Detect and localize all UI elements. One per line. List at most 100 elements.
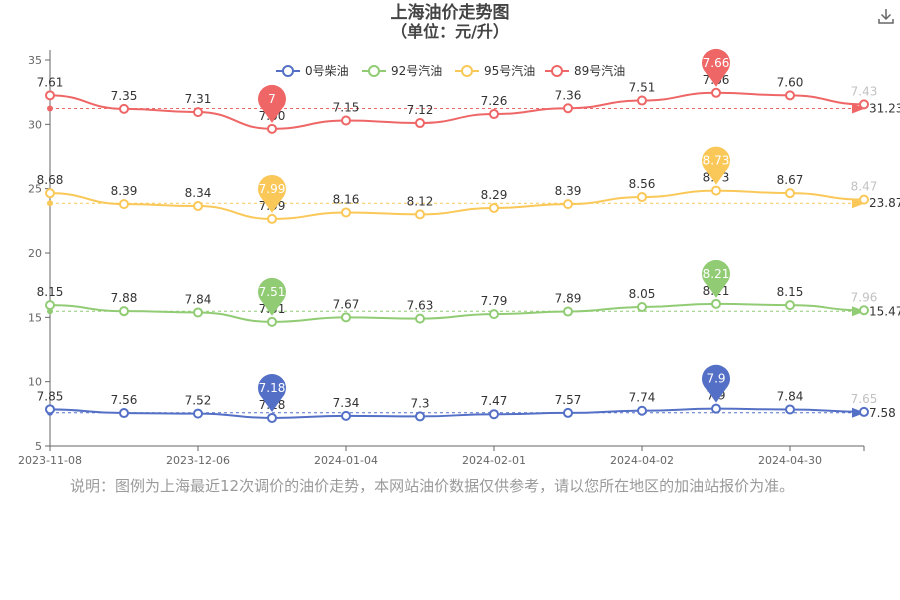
data-label: 7.74 bbox=[629, 391, 656, 405]
data-label: 7.63 bbox=[407, 299, 434, 313]
y-tick-label: 25 bbox=[28, 183, 42, 196]
average-start-dot bbox=[47, 200, 53, 207]
data-point bbox=[563, 306, 573, 317]
data-point bbox=[637, 302, 647, 313]
legend-item[interactable]: 95号汽油 bbox=[455, 63, 535, 78]
data-label: 8.15 bbox=[777, 285, 804, 299]
data-label: 7.36 bbox=[555, 88, 582, 102]
pin-shape bbox=[258, 374, 286, 412]
x-tick-label: 2024-04-02 bbox=[610, 454, 674, 467]
data-label: 7.43 bbox=[851, 84, 878, 98]
data-point bbox=[711, 403, 721, 414]
y-tick-label: 10 bbox=[28, 376, 42, 389]
data-point bbox=[489, 109, 499, 120]
x-tick-label: 2023-12-06 bbox=[166, 454, 230, 467]
data-label: 8.12 bbox=[407, 194, 434, 208]
data-point bbox=[45, 404, 55, 415]
data-point bbox=[267, 213, 277, 224]
pin-shape bbox=[702, 146, 731, 185]
data-point bbox=[785, 404, 795, 415]
data-label: 8.68 bbox=[37, 173, 64, 187]
data-point bbox=[341, 410, 351, 421]
y-tick-label: 15 bbox=[28, 311, 42, 324]
data-point bbox=[267, 412, 277, 423]
data-label: 7.56 bbox=[111, 393, 138, 407]
x-tick-label: 2024-01-04 bbox=[314, 454, 378, 467]
data-label: 8.39 bbox=[555, 184, 582, 198]
x-tick-label: 2024-04-30 bbox=[758, 454, 822, 467]
pin-shape bbox=[702, 364, 731, 403]
data-point bbox=[193, 307, 203, 318]
data-label: 7.26 bbox=[481, 94, 508, 108]
data-label: 7.96 bbox=[851, 290, 878, 304]
average-arrow bbox=[852, 407, 865, 418]
data-label: 7.51 bbox=[629, 81, 656, 95]
data-label: 7.60 bbox=[777, 75, 804, 89]
data-point bbox=[859, 305, 869, 316]
chart-subtitle: （单位：元/升） bbox=[391, 22, 509, 41]
data-label: 8.15 bbox=[37, 285, 64, 299]
data-label: 7.34 bbox=[333, 396, 360, 410]
data-label: 7.15 bbox=[333, 100, 360, 114]
data-point bbox=[563, 199, 573, 210]
data-point bbox=[193, 408, 203, 419]
data-label: 8.34 bbox=[185, 186, 212, 200]
data-point bbox=[341, 312, 351, 323]
series-group: 15.47 8.15 7.88 7.84 7.51 7.67 7.63 7.79 7.89 8.0… bbox=[37, 259, 900, 327]
data-label: 8.29 bbox=[481, 188, 508, 202]
pin-value-label: 8.73 bbox=[703, 154, 730, 168]
data-point bbox=[341, 207, 351, 218]
series-line bbox=[49, 189, 865, 220]
data-point bbox=[267, 123, 277, 134]
data-label: 7.57 bbox=[555, 393, 582, 407]
data-label: 8.56 bbox=[629, 177, 656, 191]
data-label: 7.79 bbox=[481, 294, 508, 308]
data-point bbox=[711, 298, 721, 309]
data-point bbox=[415, 118, 425, 129]
pin-value-label: 7.9 bbox=[706, 372, 725, 386]
data-point bbox=[119, 103, 129, 114]
data-point bbox=[859, 99, 869, 110]
legend-label: 89号汽油 bbox=[574, 63, 625, 78]
series-group: 7.58 7.85 7.56 7.52 7.18 7.34 7.3 7.47 7.57 7.74 7… bbox=[37, 364, 896, 423]
legend-marker bbox=[551, 65, 563, 77]
data-point bbox=[785, 188, 795, 199]
data-point bbox=[45, 300, 55, 311]
legend-label: 95号汽油 bbox=[484, 63, 535, 78]
legend-item[interactable]: 89号汽油 bbox=[545, 63, 625, 78]
series-line bbox=[49, 302, 865, 323]
data-point bbox=[637, 405, 647, 416]
chart-note: 说明：图例为上海最近12次调价的油价走势，本网站油价数据仅供参考，请以您所在地区… bbox=[70, 477, 795, 495]
data-point bbox=[415, 313, 425, 324]
max-marker-pin: 8.21 bbox=[702, 259, 731, 298]
legend-item[interactable]: 92号汽油 bbox=[362, 63, 442, 78]
data-label: 7.84 bbox=[185, 292, 212, 306]
y-tick-label: 20 bbox=[28, 247, 42, 260]
pin-shape bbox=[258, 277, 286, 316]
data-point bbox=[859, 406, 869, 417]
chart-title-block: 上海油价走势图 （单位：元/升） bbox=[0, 4, 900, 41]
data-label: 7.35 bbox=[111, 89, 138, 103]
min-marker-pin: 7.51 bbox=[258, 277, 286, 316]
data-label: 7.67 bbox=[333, 297, 360, 311]
series-group: 31.237.617.357.317.007.157.127.267.367.5… bbox=[37, 48, 900, 134]
data-point bbox=[45, 90, 55, 101]
data-label: 7.52 bbox=[185, 394, 212, 408]
legend-marker bbox=[461, 65, 473, 77]
data-point bbox=[341, 115, 351, 126]
legend-item[interactable]: 0号柴油 bbox=[276, 64, 349, 78]
download-icon[interactable] bbox=[876, 6, 896, 26]
average-value-label: 15.47 bbox=[869, 304, 900, 318]
chart-title: 上海油价走势图 bbox=[390, 3, 510, 23]
data-label: 8.16 bbox=[333, 192, 360, 206]
min-marker-pin: 7.99 bbox=[258, 174, 286, 213]
average-arrow bbox=[852, 103, 865, 114]
data-point bbox=[563, 103, 573, 114]
y-tick-label: 35 bbox=[28, 54, 42, 67]
data-point bbox=[415, 411, 425, 422]
pin-value-label: 8.21 bbox=[703, 267, 730, 281]
data-point bbox=[637, 95, 647, 106]
data-point bbox=[489, 309, 499, 320]
data-point bbox=[785, 300, 795, 311]
